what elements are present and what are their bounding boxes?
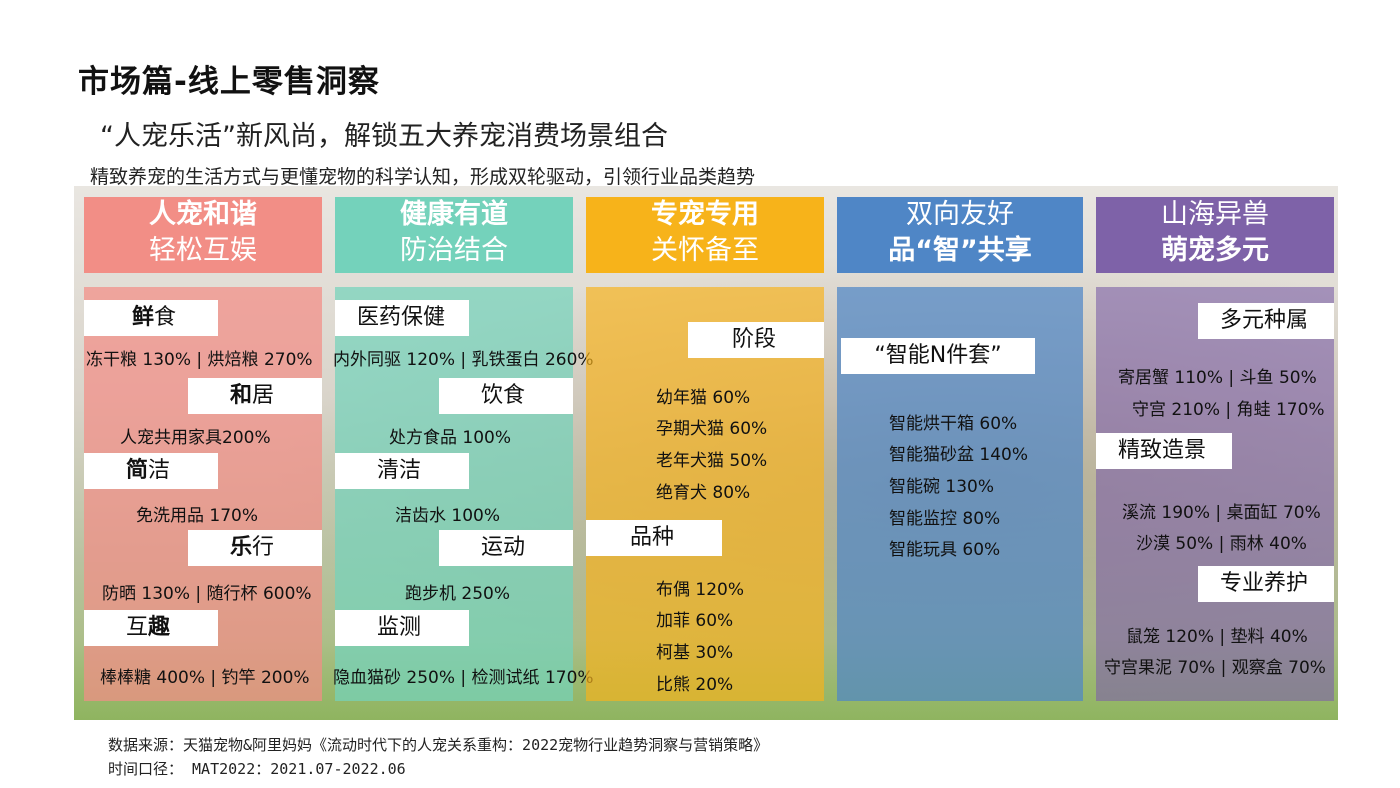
label-exercise: 运动 [439,530,573,566]
value-landscape-2: 沙漠 50% | 雨林 40% [1136,534,1307,554]
values-monitoring: 隐血猫砂 250% | 检测试纸 170% [333,668,594,688]
label-species: 多元种属 [1198,303,1334,339]
value-species-1: 寄居蟹 110% | 斗鱼 50% [1118,368,1317,388]
values-fun: 棒棒糖 400% | 钓竿 200% [100,668,310,688]
value-smart-4: 智能监控 80% [889,509,1001,529]
column-smart: “智能N件套” 智能烘干箱 60% 智能猫砂盆 140% 智能碗 130% 智能… [837,287,1083,701]
value-smart-3: 智能碗 130% [889,477,995,497]
values-clean: 免洗用品 170% [136,506,259,526]
footer-period: 时间口径： MAT2022：2021.07-2022.06 [108,760,406,778]
value-smart-1: 智能烘干箱 60% [889,414,1018,434]
value-landscape-1: 溪流 190% | 桌面缸 70% [1122,503,1321,523]
header-smart: 双向友好 品“智”共享 [837,197,1083,273]
value-species-2: 守宫 210% | 角蛙 170% [1132,400,1325,420]
label-home: 和居 [188,378,322,414]
label-travel: 乐行 [188,530,322,566]
column-health: 医药保健 内外同驱 120% | 乳铁蛋白 260% 饮食 处方食品 100% … [333,287,594,701]
values-diet: 处方食品 100% [389,428,512,448]
label-medicine: 医药保健 [335,300,469,336]
label-cleaning: 清洁 [335,453,469,489]
label-stage: 阶段 [688,322,824,358]
value-breed-1: 布偶 120% [656,580,745,600]
label-landscape: 精致造景 [1096,433,1232,469]
values-home: 人宠共用家具200% [120,428,271,448]
value-stage-1: 幼年猫 60% [656,388,751,408]
page-description: 精致养宠的生活方式与更懂宠物的科学认知，形成双轮驱动，引领行业品类趋势 [90,166,756,188]
page-title: 市场篇-线上零售洞察 [78,64,380,100]
label-monitoring: 监测 [335,610,469,646]
values-cleaning: 洁齿水 100% [395,506,501,526]
label-care: 专业养护 [1198,566,1334,602]
column-harmony: 鲜食 冻干粮 130% | 烘焙粮 270% 和居 人宠共用家具200% 简洁 … [84,287,322,701]
value-care-1: 鼠笼 120% | 垫料 40% [1126,627,1308,647]
label-clean: 简洁 [84,453,218,489]
header-dedicated: 专宠专用 关怀备至 [586,197,824,273]
column-exotic: 多元种属 寄居蟹 110% | 斗鱼 50% 守宫 210% | 角蛙 170%… [1096,287,1334,701]
value-smart-5: 智能玩具 60% [889,540,1001,560]
label-breed: 品种 [586,520,722,556]
values-fresh-food: 冻干粮 130% | 烘焙粮 270% [86,350,313,370]
label-diet: 饮食 [439,378,573,414]
header-exotic: 山海异兽 萌宠多元 [1096,197,1334,273]
footer-source: 数据来源：天猫宠物&阿里妈妈《流动时代下的人宠关系重构：2022宠物行业趋势洞察… [108,736,769,754]
value-smart-2: 智能猫砂盆 140% [889,445,1029,465]
value-stage-2: 孕期犬猫 60% [656,419,768,439]
value-stage-4: 绝育犬 80% [656,483,751,503]
values-exercise: 跑步机 250% [405,584,511,604]
column-dedicated: 阶段 幼年猫 60% 孕期犬猫 60% 老年犬猫 50% 绝育犬 80% 品种 … [586,287,824,701]
page-subtitle: “人宠乐活”新风尚，解锁五大养宠消费场景组合 [100,121,668,152]
label-smart-set: “智能N件套” [841,338,1035,374]
label-fresh-food: 鲜食 [84,300,218,336]
value-breed-3: 柯基 30% [656,643,734,663]
header-harmony: 人宠和谐 轻松互娱 [84,197,322,273]
value-care-2: 守宫果泥 70% | 观察盒 70% [1104,658,1326,678]
values-medicine: 内外同驱 120% | 乳铁蛋白 260% [333,350,594,370]
value-stage-3: 老年犬猫 50% [656,451,768,471]
value-breed-4: 比熊 20% [656,675,734,695]
value-breed-2: 加菲 60% [656,611,734,631]
header-health: 健康有道 防治结合 [335,197,573,273]
values-travel: 防晒 130% | 随行杯 600% [102,584,312,604]
label-fun: 互趣 [84,610,218,646]
